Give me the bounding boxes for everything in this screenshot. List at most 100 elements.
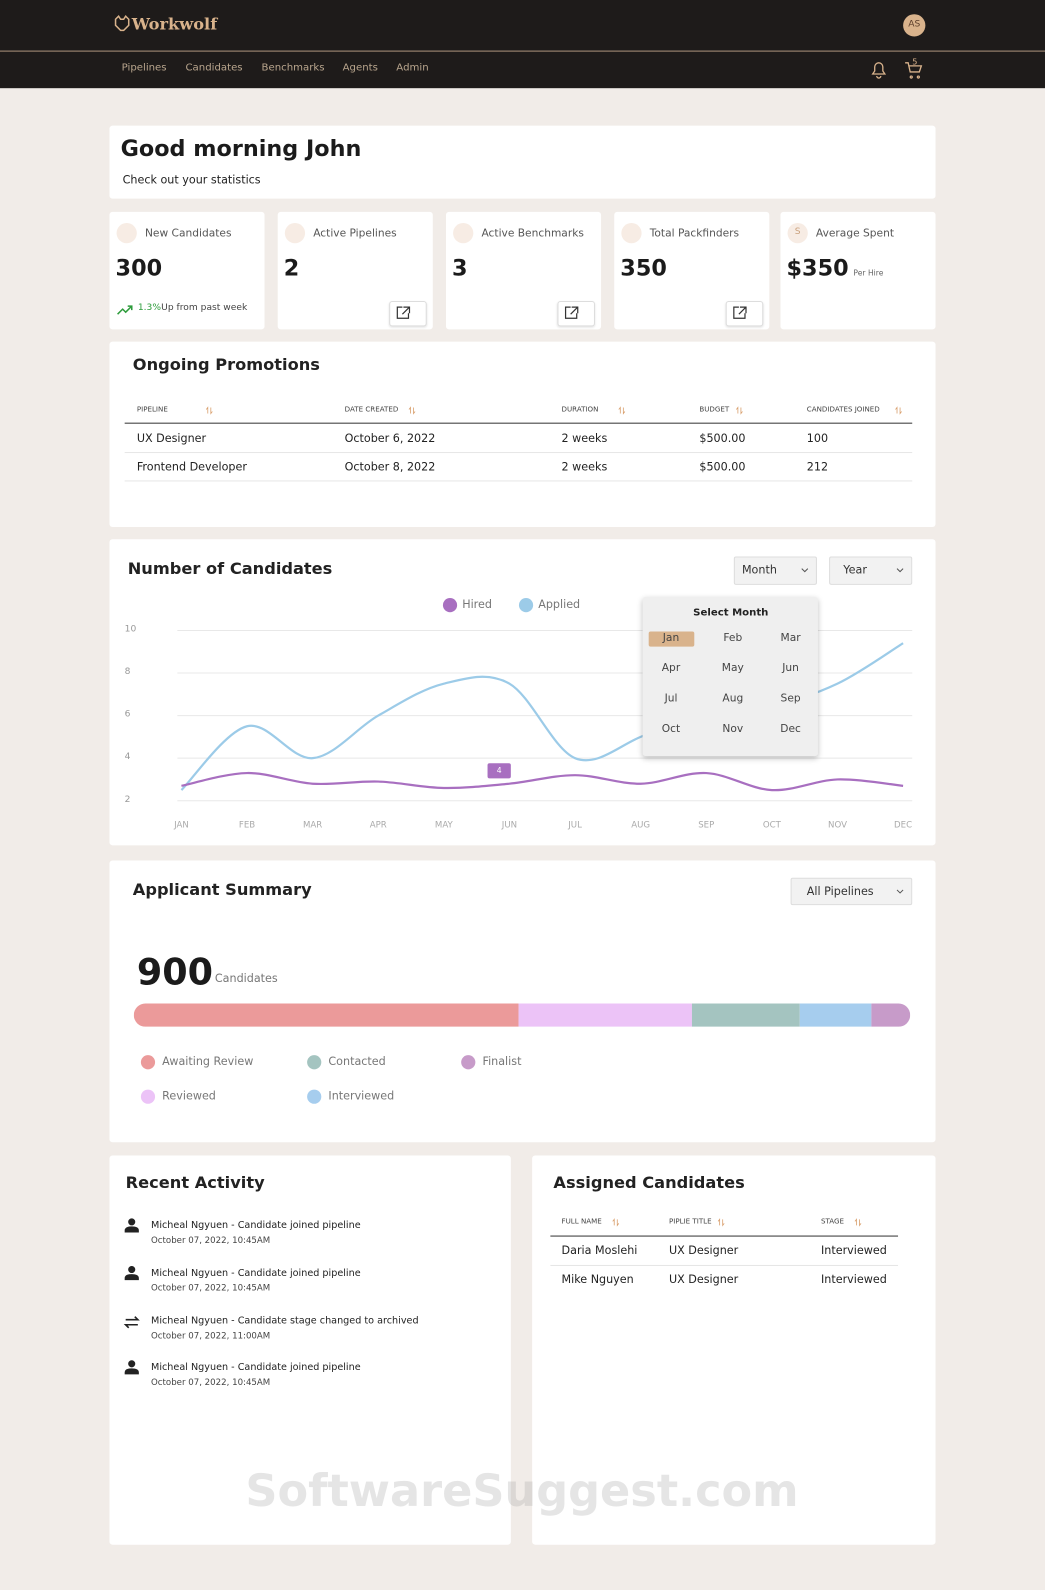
- filter-label: Month: [741, 563, 777, 577]
- activity-text: Micheal Ngyuen - Candidate joined pipeli…: [151, 1267, 361, 1279]
- stat-icon: [284, 222, 306, 244]
- stat-icon: [787, 222, 808, 244]
- x-tick-label: OCT: [762, 820, 781, 831]
- month-picker-title: Select Month: [693, 607, 769, 619]
- activity-text: Micheal Ngyuen - Candidate joined pipeli…: [151, 1220, 361, 1232]
- nav-item[interactable]: Agents: [342, 62, 378, 74]
- summary-total: 900: [136, 951, 214, 994]
- table-cell: 212: [806, 460, 829, 474]
- stat-note: Per Hire: [853, 268, 884, 278]
- chart-title: Number of Candidates: [127, 558, 333, 578]
- y-tick-label: 8: [124, 666, 131, 678]
- stat-change-text: Up from past week: [161, 303, 248, 314]
- month-option[interactable]: Mar: [780, 631, 801, 644]
- activity-title: Recent Activity: [125, 1172, 265, 1193]
- activity-time: October 07, 2022, 11:00AM: [151, 1331, 271, 1342]
- table-cell: 2 weeks: [561, 460, 608, 474]
- month-option[interactable]: Feb: [723, 631, 743, 644]
- x-tick-label: JUN: [501, 820, 518, 831]
- legend-dot: [307, 1055, 322, 1070]
- legend-label: Hired: [462, 597, 492, 612]
- greeting-subtitle: Check out your statistics: [122, 173, 261, 187]
- stat-label: Active Benchmarks: [481, 227, 584, 240]
- table-header: DATE CREATED: [344, 405, 399, 414]
- table-cell: October 6, 2022: [344, 431, 436, 445]
- stat-label: Average Spent: [815, 227, 895, 240]
- nav-item[interactable]: Admin: [396, 62, 429, 74]
- stat-value: 2: [283, 256, 300, 282]
- top-bar: [0, 0, 1045, 51]
- avatar[interactable]: [903, 14, 926, 37]
- x-tick-label: NOV: [827, 820, 847, 831]
- header-divider: [0, 50, 1045, 52]
- table-cell: Daria Moslehi: [561, 1243, 638, 1257]
- month-option[interactable]: Jun: [782, 662, 799, 675]
- x-tick-label: SEP: [698, 820, 715, 831]
- activity-time: October 07, 2022, 10:45AM: [151, 1283, 271, 1294]
- table-cell: Interviewed: [820, 1243, 887, 1257]
- logo[interactable]: Workwolf: [131, 14, 218, 34]
- table-header: PIPELINE: [136, 405, 168, 414]
- legend-label: Reviewed: [162, 1089, 216, 1103]
- stat-label: Active Pipelines: [313, 227, 397, 240]
- table-cell: Interviewed: [820, 1273, 887, 1287]
- table-cell: $500.00: [699, 460, 746, 474]
- table-cell: 2 weeks: [561, 431, 608, 445]
- legend-label: Finalist: [482, 1055, 522, 1069]
- legend-label: Contacted: [328, 1055, 386, 1069]
- stat-icon: [116, 222, 137, 244]
- x-tick-label: AUG: [631, 820, 651, 831]
- stat-label: New Candidates: [144, 227, 232, 240]
- month-option[interactable]: Aug: [722, 692, 744, 705]
- nav-item[interactable]: Benchmarks: [261, 62, 325, 74]
- promotions-title: Ongoing Promotions: [132, 354, 320, 375]
- y-tick-label: 2: [124, 794, 131, 805]
- filter-label: Year: [843, 563, 867, 577]
- summary-card: [109, 860, 936, 1143]
- activity-text: Micheal Ngyuen - Candidate stage changed…: [151, 1315, 419, 1327]
- month-option[interactable]: Jan: [662, 631, 680, 644]
- activity-time: October 07, 2022, 10:45AM: [151, 1377, 271, 1388]
- open-link-button[interactable]: [557, 301, 595, 327]
- summary-total-label: Candidates: [214, 971, 278, 986]
- stat-icon: [453, 222, 474, 244]
- legend-dot: [140, 1089, 156, 1104]
- stat-change: 1.3%: [137, 303, 162, 314]
- nav-item[interactable]: Pipelines: [121, 62, 167, 74]
- y-tick-label: 6: [124, 709, 131, 720]
- open-link-button[interactable]: [725, 301, 764, 327]
- table-header: BUDGET: [699, 405, 730, 414]
- nav-bar: [0, 51, 1045, 89]
- watermark: SoftwareSuggest.com: [245, 1465, 799, 1518]
- open-link-button[interactable]: [389, 301, 427, 327]
- table-cell: October 8, 2022: [344, 460, 436, 474]
- legend-dot: [518, 598, 534, 613]
- month-option[interactable]: Nov: [722, 722, 744, 736]
- table-header-line: [550, 1235, 899, 1237]
- x-tick-label: MAY: [434, 820, 453, 831]
- table-header: FULL NAME: [561, 1217, 602, 1226]
- month-option[interactable]: May: [721, 662, 744, 675]
- x-tick-label: DEC: [894, 820, 913, 831]
- legend-dot: [307, 1089, 322, 1104]
- greeting-card: [109, 125, 936, 199]
- x-tick-label: JAN: [174, 820, 189, 831]
- nav-item[interactable]: Candidates: [185, 62, 243, 74]
- pipeline-filter: All Pipelines: [806, 884, 874, 898]
- stat-icon-text: S: [794, 227, 801, 238]
- x-tick-label: MAR: [302, 820, 323, 831]
- month-option[interactable]: Jul: [664, 692, 678, 705]
- month-option[interactable]: Apr: [661, 662, 681, 675]
- stat-value: 350: [620, 256, 667, 282]
- row-line: [124, 452, 913, 454]
- table-header: CANDIDATES JOINED: [806, 405, 880, 414]
- annotation-label: 4: [496, 765, 502, 775]
- stat-value: $350: [786, 256, 849, 282]
- month-option[interactable]: Sep: [780, 692, 801, 705]
- month-option[interactable]: Dec: [780, 722, 801, 736]
- pipeline-dropdown[interactable]: [790, 877, 913, 906]
- filter-dropdown[interactable]: [829, 556, 913, 585]
- stat-value: 300: [115, 256, 163, 282]
- month-option[interactable]: Oct: [661, 722, 681, 736]
